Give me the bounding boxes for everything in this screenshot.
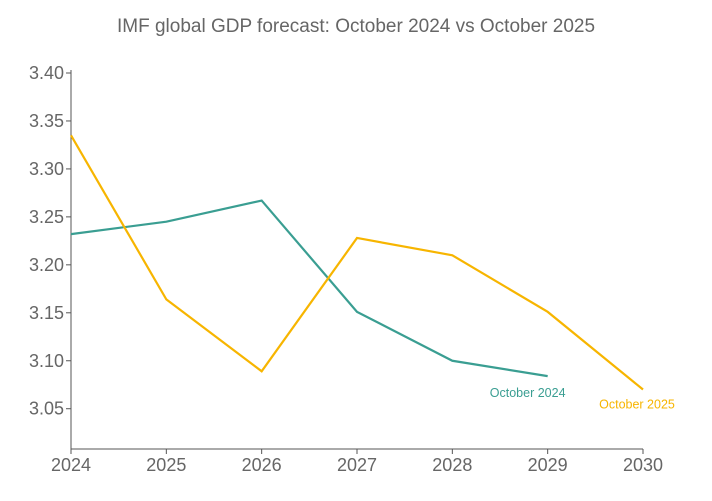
y-tick-label: 3.10 (29, 351, 64, 371)
x-tick-label: 2030 (623, 455, 663, 475)
series-line-2 (70, 134, 644, 391)
x-tick-label: 2028 (432, 455, 472, 475)
series-line-1 (70, 199, 548, 378)
y-tick-label: 3.20 (29, 255, 64, 275)
y-tick-label: 3.35 (29, 111, 64, 131)
series-label-1: October 2024 (490, 386, 566, 400)
series-label-2: October 2025 (599, 398, 675, 412)
x-tick-label: 2027 (337, 455, 377, 475)
y-tick-label: 3.25 (29, 207, 64, 227)
y-tick-label: 3.05 (29, 399, 64, 419)
x-tick-label: 2024 (51, 455, 91, 475)
x-tick-label: 2026 (242, 455, 282, 475)
y-tick-label: 3.30 (29, 159, 64, 179)
x-tick-label: 2025 (146, 455, 186, 475)
y-tick-label: 3.40 (29, 63, 64, 83)
x-tick-label: 2029 (528, 455, 568, 475)
y-tick-label: 3.15 (29, 303, 64, 323)
chart-title: IMF global GDP forecast: October 2024 vs… (117, 16, 595, 37)
